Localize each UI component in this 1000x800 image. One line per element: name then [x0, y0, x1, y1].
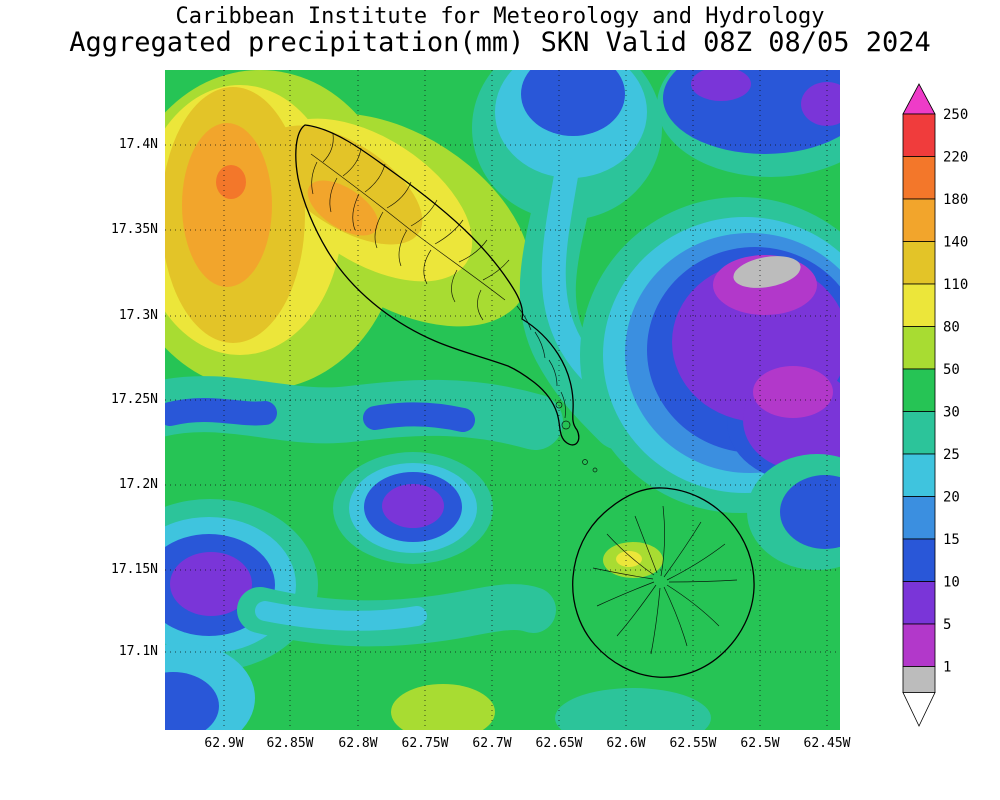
y-tick-label: 17.4N: [118, 137, 158, 152]
x-tick-label: 62.45W: [803, 736, 851, 751]
narrows-islets: [582, 459, 598, 473]
y-tick-label: 17.2N: [118, 477, 158, 492]
product-title: Aggregated precipitation(mm) SKN Valid 0…: [69, 27, 931, 58]
colorbar-label: 30: [943, 405, 960, 421]
east-dry-system: [580, 197, 840, 513]
x-tick-label: 62.8W: [338, 736, 378, 751]
colorbar-seg-110-140: [902, 241, 936, 285]
x-tick-label: 62.6W: [606, 736, 646, 751]
st-kitts-drainage: [310, 133, 571, 430]
west-central-band: [165, 376, 563, 450]
colorbar-label: 180: [943, 192, 968, 208]
colorbar-label: 25: [943, 447, 960, 463]
nevis-outline: [572, 487, 755, 678]
y-tick-label: 17.3N: [118, 308, 158, 323]
colorbar-label: 110: [943, 277, 968, 293]
colorbar-label: 220: [943, 150, 968, 166]
colorbar-arrow-top: [902, 83, 936, 115]
colorbar-seg-180-220: [902, 156, 936, 200]
x-tick-label: 62.85W: [266, 736, 314, 751]
northeast-low-band: [657, 70, 840, 177]
colorbar-seg-5-10: [902, 581, 936, 625]
colorbar-seg-20-25: [902, 453, 936, 497]
y-tick-label: 17.1N: [118, 644, 158, 659]
y-tick-label: 17.15N: [111, 562, 158, 577]
north-central-low-system: [472, 70, 662, 450]
southwest-dry-system: [165, 499, 556, 671]
y-tick-label: 17.25N: [111, 392, 158, 407]
y-tick-label: 17.35N: [111, 222, 158, 237]
precip-contour-map: [165, 70, 840, 730]
x-tick-label: 62.9W: [204, 736, 244, 751]
south-yellowgreen-pocket: [391, 684, 495, 730]
orange-red-core: [216, 165, 246, 199]
colorbar-seg-15-20: [902, 496, 936, 540]
colorbar-label: 15: [943, 532, 960, 548]
colorbar-seg-140-180: [902, 198, 936, 242]
colorbar-seg-10-15: [902, 538, 936, 582]
colorbar-label: 1: [943, 660, 951, 676]
south-teal-patch: [555, 688, 711, 730]
x-tick-label: 62.75W: [401, 736, 449, 751]
x-tick-label: 62.65W: [535, 736, 583, 751]
x-tick-label: 62.55W: [669, 736, 717, 751]
colorbar-seg-50-80: [902, 326, 936, 370]
colorbar-label: 250: [943, 107, 968, 123]
colorbar-label: 80: [943, 320, 960, 336]
nevis-drainage: [592, 505, 738, 655]
precip-colorbar: 250 220 180 140 110 80 50 30 25 20 15 10…: [902, 83, 968, 727]
colorbar-seg-80-110: [902, 283, 936, 327]
nevis-yellowgreen-pocket: [603, 542, 663, 578]
x-tick-label: 62.5W: [740, 736, 780, 751]
colorbar-label: 50: [943, 362, 960, 378]
org-title: Caribbean Institute for Meteorology and …: [175, 4, 825, 29]
southwest-corner-patch: [165, 643, 255, 730]
colorbar-label: 10: [943, 575, 960, 591]
colorbar-seg-1-5: [902, 623, 936, 667]
west-high-precip-system: [165, 70, 531, 390]
east-of-nevis-patch: [747, 454, 840, 570]
colorbar-seg-220-250: [902, 113, 936, 157]
colorbar-label: 5: [943, 617, 951, 633]
below-1mm-gray-spot: [733, 256, 801, 288]
st-kitts-island: [295, 124, 580, 446]
central-dry-blob: [333, 452, 493, 564]
colorbar-seg-25-30: [902, 411, 936, 455]
graticule: [165, 70, 840, 730]
colorbar-label: 140: [943, 235, 968, 251]
x-tick-label: 62.7W: [472, 736, 512, 751]
nevis-island: [572, 487, 755, 678]
contour-regions: [165, 70, 840, 730]
colorbar-label: 20: [943, 490, 960, 506]
islands: [295, 124, 755, 678]
colorbar-arrow-bottom: [902, 692, 936, 727]
colorbar-seg-30-50: [902, 368, 936, 412]
colorbar-seg-below-1: [902, 666, 936, 693]
st-kitts-outline: [295, 124, 580, 446]
